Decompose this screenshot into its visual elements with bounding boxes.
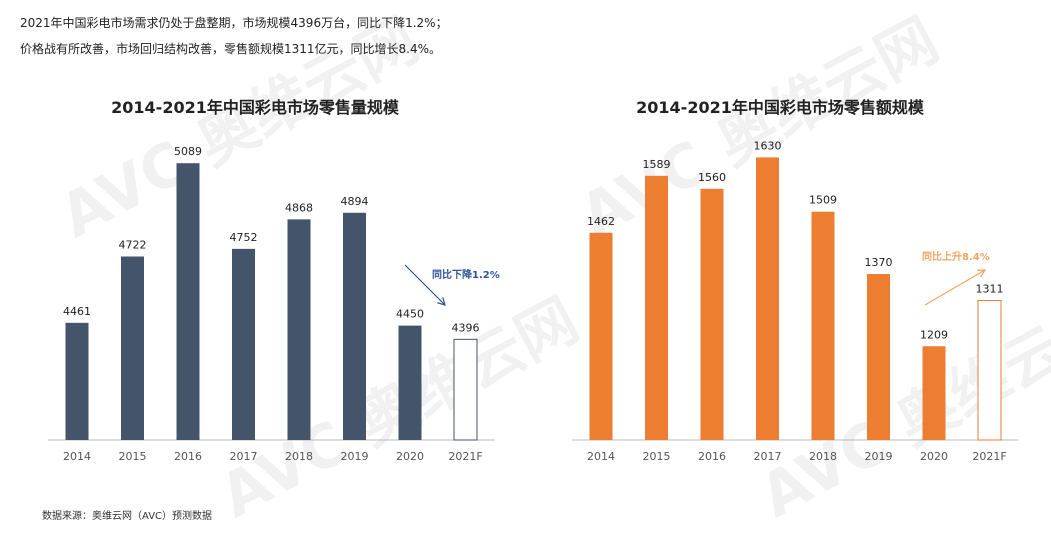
arrow-head — [437, 297, 446, 306]
x-tick-label: 2018 — [809, 450, 837, 463]
bar — [343, 212, 366, 440]
x-tick-label: 2014 — [587, 450, 615, 463]
x-tick-label: 2015 — [119, 450, 147, 463]
data-label: 4461 — [63, 305, 91, 318]
intro-line-2: 价格战有所改善，市场回归结构改善，零售额规模1311亿元，同比增长8.4%。 — [20, 42, 442, 56]
data-label: 4752 — [230, 231, 258, 244]
trend-annotation: 同比上升8.4% — [922, 250, 990, 263]
x-tick-label: 2016 — [698, 450, 726, 463]
bar — [977, 300, 1002, 441]
data-label: 1630 — [754, 139, 782, 152]
bar — [232, 248, 255, 440]
bar — [65, 322, 89, 440]
data-label: 1311 — [976, 283, 1004, 296]
x-tick-label: 2017 — [230, 450, 258, 463]
bar — [811, 211, 835, 440]
x-tick-label: 2021F — [972, 450, 1006, 463]
x-tick-label: 2017 — [754, 450, 782, 463]
trend-arrow — [924, 269, 986, 306]
x-tick-label: 2014 — [63, 450, 91, 463]
x-tick-label: 2021F — [448, 450, 482, 463]
data-label: 1509 — [809, 194, 837, 207]
bar — [700, 188, 724, 440]
data-label: 4450 — [396, 308, 424, 321]
x-tick-label: 2020 — [396, 450, 424, 463]
bar — [398, 325, 422, 440]
intro-line-1: 2021年中国彩电市场需求仍处于盘整期，市场规模4396万台，同比下降1.2%； — [20, 16, 448, 30]
x-tick-label: 2020 — [920, 450, 948, 463]
bar — [287, 219, 311, 440]
data-label: 1589 — [643, 158, 671, 171]
data-label: 4396 — [452, 321, 480, 334]
bar — [645, 175, 668, 441]
data-label: 1462 — [587, 215, 615, 228]
data-label: 4894 — [341, 195, 369, 208]
data-label: 5089 — [174, 145, 202, 158]
bar — [453, 338, 478, 441]
bar — [176, 163, 200, 440]
data-label: 4868 — [285, 201, 313, 214]
trend-arrow — [404, 264, 446, 306]
bar — [867, 274, 890, 440]
source-note: 数据来源：奥维云网（AVC）预测数据 — [42, 511, 213, 522]
bar — [756, 157, 779, 441]
bar — [589, 232, 613, 440]
data-label: 1560 — [698, 171, 726, 184]
trend-annotation: 同比下降1.2% — [432, 268, 500, 281]
x-tick-label: 2015 — [643, 450, 671, 463]
x-tick-label: 2018 — [285, 450, 313, 463]
bar — [922, 346, 946, 440]
x-tick-label: 2019 — [341, 450, 369, 463]
bar — [121, 256, 144, 440]
arrow-head — [976, 269, 987, 278]
data-label: 1370 — [865, 256, 893, 269]
data-label: 1209 — [920, 328, 948, 341]
x-tick-label: 2019 — [865, 450, 893, 463]
data-label: 4722 — [119, 238, 147, 251]
x-tick-label: 2016 — [174, 450, 202, 463]
chart-title: 2014-2021年中国彩电市场零售额规模 — [636, 98, 925, 117]
chart-title: 2014-2021年中国彩电市场零售量规模 — [111, 98, 400, 117]
